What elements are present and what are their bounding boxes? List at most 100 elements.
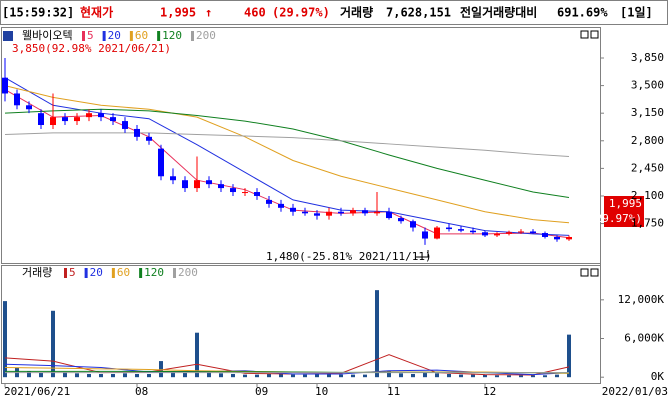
legend-swatch xyxy=(139,268,143,278)
candle-body xyxy=(350,210,356,214)
candle-body xyxy=(86,113,92,118)
time: [15:59:32] xyxy=(2,6,74,20)
candle-body xyxy=(566,236,572,240)
legend-label: 200 xyxy=(196,29,216,42)
volume-bar xyxy=(423,372,427,378)
y-tick-label: 0K xyxy=(651,370,665,383)
volume-bar xyxy=(543,375,547,378)
volume-bar xyxy=(99,373,103,378)
volume-bar xyxy=(555,374,559,378)
volume-bar xyxy=(111,373,115,378)
y-tick-label: 2,800 xyxy=(631,134,664,147)
period: [1일] xyxy=(620,6,653,20)
annotation: 3,850(92.98% 2021/06/21) xyxy=(12,42,171,55)
candle-body xyxy=(110,117,116,122)
volume-bar xyxy=(471,374,475,378)
candle-body xyxy=(470,230,476,233)
volume-bar xyxy=(351,374,355,378)
legend-swatch xyxy=(102,31,106,41)
y-tick-label: 6,000K xyxy=(624,332,664,345)
x-tick-label: 08 xyxy=(135,385,148,398)
legend: 5 20 60 120 200 xyxy=(64,266,198,279)
window-button[interactable] xyxy=(590,268,599,277)
volume-bar xyxy=(339,374,343,378)
candle-body xyxy=(302,211,308,214)
x-tick-label: 09 xyxy=(255,385,268,398)
candle-body xyxy=(362,210,368,214)
volume-bar xyxy=(171,371,175,378)
candle-body xyxy=(338,211,344,214)
candle-body xyxy=(374,211,380,214)
candle-body xyxy=(146,136,152,141)
candle-body xyxy=(506,232,512,234)
legend-swatch xyxy=(64,268,67,278)
legend-label: 60 xyxy=(135,29,148,42)
volume-bar xyxy=(75,373,79,378)
candle-body xyxy=(290,207,296,212)
volume-bar xyxy=(147,373,151,378)
volume-bar xyxy=(567,334,571,378)
y-tick-label: 12,000K xyxy=(618,293,665,306)
volume: 7,628,151 xyxy=(386,6,451,20)
volume-bar xyxy=(219,373,223,378)
candle-body xyxy=(326,211,332,216)
x-tick-label: 10 xyxy=(315,385,328,398)
volume-bar xyxy=(51,310,55,378)
volume-bar xyxy=(39,372,43,378)
volume-bar xyxy=(495,375,499,378)
volume-bar xyxy=(183,372,187,378)
candle-body xyxy=(398,218,404,222)
volume-bar xyxy=(435,373,439,378)
candle-body xyxy=(194,180,200,189)
legend-swatch xyxy=(84,268,88,278)
volume-label: 거래량 xyxy=(340,5,373,20)
candle-body xyxy=(494,233,500,236)
legend: 5 20 60 120 200 xyxy=(82,29,216,42)
volume-bar xyxy=(123,373,127,378)
candle-body xyxy=(230,188,236,193)
candle-body xyxy=(386,211,392,219)
ma-line xyxy=(4,132,570,158)
window-button[interactable] xyxy=(580,268,589,277)
ma-line xyxy=(4,85,570,224)
x-tick-label: 2021/06/21 xyxy=(4,385,70,398)
window-button[interactable] xyxy=(580,30,589,39)
current-price: 1,995 xyxy=(609,197,642,210)
candle-body xyxy=(62,117,68,122)
candle-body xyxy=(98,113,104,118)
legend-swatch xyxy=(191,31,194,41)
y-tick-label: 3,500 xyxy=(631,79,664,92)
price-label: 현재가 xyxy=(80,5,113,20)
legend-label: 120 xyxy=(144,266,164,279)
legend-title: 거래량 xyxy=(22,266,52,279)
candle-body xyxy=(26,105,32,110)
y-tick-label: 2,450 xyxy=(631,161,664,174)
volume-bar xyxy=(291,374,295,378)
volume-bar xyxy=(231,373,235,378)
candle-body xyxy=(74,117,80,122)
volume-bar xyxy=(207,371,211,378)
volume-bar xyxy=(159,361,163,378)
y-tick-label: 3,850 xyxy=(631,51,664,64)
volume-bar xyxy=(459,374,463,378)
candle-body xyxy=(206,180,212,185)
prev-ratio: 691.69% xyxy=(557,6,608,20)
legend-label: 20 xyxy=(90,266,103,279)
x-tick-label: 12 xyxy=(483,385,496,398)
window-button[interactable] xyxy=(590,30,599,39)
icon[interactable] xyxy=(3,31,13,41)
annotation: 1,480(-25.81% 2021/11/11) xyxy=(266,250,432,263)
volume-bar xyxy=(243,374,247,378)
candle-body xyxy=(158,148,164,177)
legend-label: 20 xyxy=(108,29,121,42)
change: 460 xyxy=(244,6,266,20)
legend-label: 5 xyxy=(87,29,94,42)
price-panel xyxy=(1,27,601,264)
volume-bar xyxy=(375,290,379,378)
volume-bar xyxy=(519,375,523,378)
candle-body xyxy=(254,192,260,196)
volume-bar xyxy=(135,373,139,378)
arrow: ↑ xyxy=(205,6,212,20)
candle-body xyxy=(242,192,248,194)
